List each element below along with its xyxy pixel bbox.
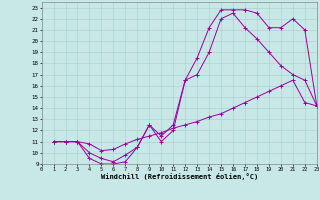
X-axis label: Windchill (Refroidissement éolien,°C): Windchill (Refroidissement éolien,°C)	[100, 173, 258, 180]
